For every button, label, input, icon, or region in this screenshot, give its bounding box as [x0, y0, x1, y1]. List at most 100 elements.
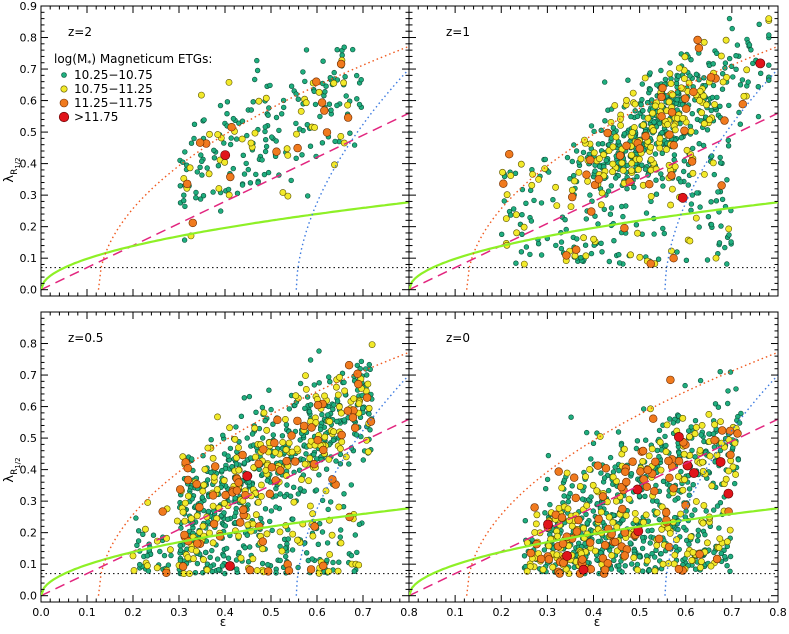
data-point-orange: [353, 369, 362, 378]
x-tick-label: 0.3: [170, 606, 188, 619]
data-point-green: [262, 128, 268, 135]
data-point-green: [366, 411, 372, 417]
data-point-yellow: [681, 53, 689, 61]
data-point-green: [331, 402, 337, 408]
data-point-orange: [620, 223, 629, 233]
data-point-yellow: [184, 554, 192, 561]
data-point-green: [360, 405, 366, 411]
data-point-orange: [695, 550, 704, 559]
data-point-yellow: [298, 476, 305, 483]
data-point-green: [330, 437, 337, 443]
magenta-dashed-line: [41, 418, 409, 597]
y-tick-label: 0.7: [20, 369, 38, 382]
data-point-yellow: [338, 438, 346, 446]
data-point-green: [649, 527, 655, 533]
green-curve: [41, 201, 409, 291]
data-point-yellow: [193, 512, 201, 520]
data-point-green: [264, 477, 271, 484]
data-point-yellow: [290, 498, 298, 506]
y-tick-label: 0.1: [20, 252, 38, 265]
data-point-yellow: [675, 64, 683, 72]
data-point-green: [647, 540, 653, 546]
data-point-yellow: [567, 203, 575, 210]
data-point-yellow: [645, 452, 653, 460]
data-point-green: [316, 348, 322, 354]
data-point-yellow: [698, 421, 706, 429]
data-point-yellow: [669, 185, 676, 193]
data-point-green: [339, 52, 345, 58]
data-point-yellow: [293, 445, 301, 453]
data-point-yellow: [706, 116, 713, 124]
data-point-green: [569, 158, 575, 165]
data-point-orange: [646, 259, 655, 268]
data-point-orange: [221, 490, 230, 500]
data-point-green: [683, 257, 690, 263]
data-point-orange: [310, 460, 319, 469]
data-point-yellow: [564, 505, 572, 513]
data-point-green: [145, 568, 152, 574]
data-point-green: [300, 69, 306, 75]
data-point-green: [227, 141, 234, 148]
data-point-yellow: [201, 465, 209, 473]
data-point-green: [221, 510, 227, 516]
data-point-green: [181, 237, 188, 243]
data-point-green: [601, 79, 608, 85]
data-point-orange: [567, 192, 577, 202]
data-point-yellow: [251, 424, 259, 432]
data-point-orange: [183, 475, 193, 485]
data-point-orange: [319, 561, 328, 570]
data-point-green: [689, 145, 696, 152]
data-point-green: [334, 398, 341, 404]
data-point-yellow: [181, 517, 189, 525]
data-point-green: [311, 382, 317, 388]
data-point-green: [670, 420, 677, 426]
data-point-green: [216, 566, 222, 573]
data-point-red: [242, 471, 253, 481]
data-point-green: [319, 411, 325, 418]
panel-top-right: z=1: [408, 5, 779, 297]
data-point-orange: [738, 99, 747, 109]
data-point-yellow: [294, 536, 301, 544]
data-point-yellow: [332, 383, 340, 391]
data-point-yellow: [609, 160, 617, 168]
data-point-green: [194, 169, 201, 175]
data-point-orange: [227, 122, 236, 132]
data-point-green: [364, 372, 370, 378]
data-point-yellow: [342, 453, 350, 461]
data-point-green: [189, 456, 195, 462]
data-point-yellow: [692, 214, 700, 222]
data-point-green: [178, 547, 184, 553]
data-point-green: [295, 491, 301, 497]
data-point-yellow: [724, 538, 731, 546]
data-point-green: [722, 553, 728, 560]
magenta-dashed-line: [409, 418, 778, 597]
data-point-green: [667, 60, 673, 66]
data-point-orange: [259, 445, 268, 454]
data-point-orange: [669, 484, 678, 493]
data-point-yellow: [302, 99, 310, 107]
y-tick-label: 0.4: [20, 464, 38, 477]
data-point-green: [288, 83, 295, 89]
data-point-yellow: [364, 448, 372, 456]
panel-label: z=1: [446, 25, 470, 39]
data-point-yellow: [249, 555, 257, 563]
blue-dotted-curve: [295, 68, 409, 290]
data-point-green: [731, 480, 738, 487]
data-point-green: [538, 252, 545, 258]
data-point-orange: [344, 361, 354, 370]
data-point-orange: [717, 426, 727, 435]
data-point-green: [523, 200, 529, 207]
data-point-yellow: [707, 562, 715, 570]
data-point-green: [343, 93, 349, 99]
data-point-green: [570, 172, 577, 179]
data-point-green: [247, 180, 254, 186]
legend-entry-1: 10.25−10.75: [61, 68, 153, 82]
data-point-yellow: [652, 102, 659, 110]
legend-marker-orange: [59, 98, 69, 108]
data-point-green: [201, 117, 207, 123]
data-point-green: [653, 177, 659, 183]
data-point-green: [273, 504, 279, 510]
data-point-green: [558, 245, 565, 252]
data-point-green: [182, 149, 188, 155]
data-point-green: [538, 200, 545, 206]
